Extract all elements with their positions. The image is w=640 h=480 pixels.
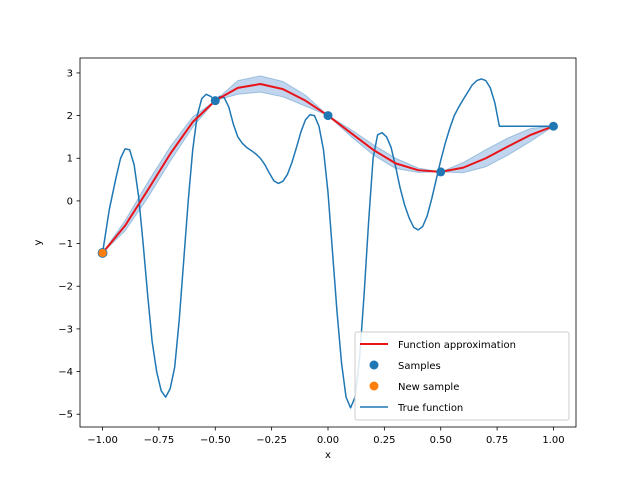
x-tick-label: 0.25 (373, 435, 395, 446)
x-tick-label: −0.50 (200, 435, 231, 446)
legend-entry-samples: Samples (398, 361, 441, 372)
axes: −1.00 −0.75 −0.50 −0.25 0.00 0.25 0.50 0.75 1.00… (33, 57, 577, 461)
y-tick-label: −4 (58, 367, 73, 378)
x-tick-label: 0.75 (486, 435, 508, 446)
y-tick-label: −2 (58, 282, 73, 293)
sample-point (210, 96, 220, 106)
plot-points (97, 96, 558, 258)
sample-point (548, 121, 558, 131)
legend-entry-new-sample-swatch (369, 381, 379, 391)
y-tick-label: −3 (58, 324, 73, 335)
y-tick-label: 2 (67, 111, 73, 122)
y-tick-label: 3 (67, 68, 73, 79)
approximation-confidence-band (102, 75, 554, 254)
legend-entry-samples-swatch (369, 360, 379, 370)
new-sample-point (97, 248, 108, 258)
sample-point (323, 111, 333, 121)
function-approximation-line (101, 83, 554, 254)
legend-entry-new-sample: New sample (398, 382, 459, 393)
x-tick-label: −0.75 (144, 435, 175, 446)
legend-entry-function-approximation: Function approximation (398, 340, 516, 351)
sample-point (436, 167, 446, 177)
x-tick-label: 0.50 (430, 435, 452, 446)
true-function-line (101, 78, 554, 409)
y-tick-label: 1 (67, 154, 73, 165)
x-axis-label: x (325, 450, 331, 461)
x-tick-label: 0.00 (317, 435, 339, 446)
confidence-band (102, 75, 554, 254)
x-tick-label: −0.25 (256, 435, 287, 446)
legend-box (354, 331, 570, 421)
y-tick-label: 0 (67, 196, 73, 207)
legend: Function approximation Samples New sample T… (354, 331, 570, 421)
x-tick-label: −1.00 (87, 435, 118, 446)
x-tick-label: 1.00 (542, 435, 564, 446)
y-tick-label: −5 (58, 410, 73, 421)
y-tick-label: −1 (58, 239, 73, 250)
legend-entry-true-function: True function (397, 403, 463, 414)
y-axis-label: y (33, 239, 44, 245)
